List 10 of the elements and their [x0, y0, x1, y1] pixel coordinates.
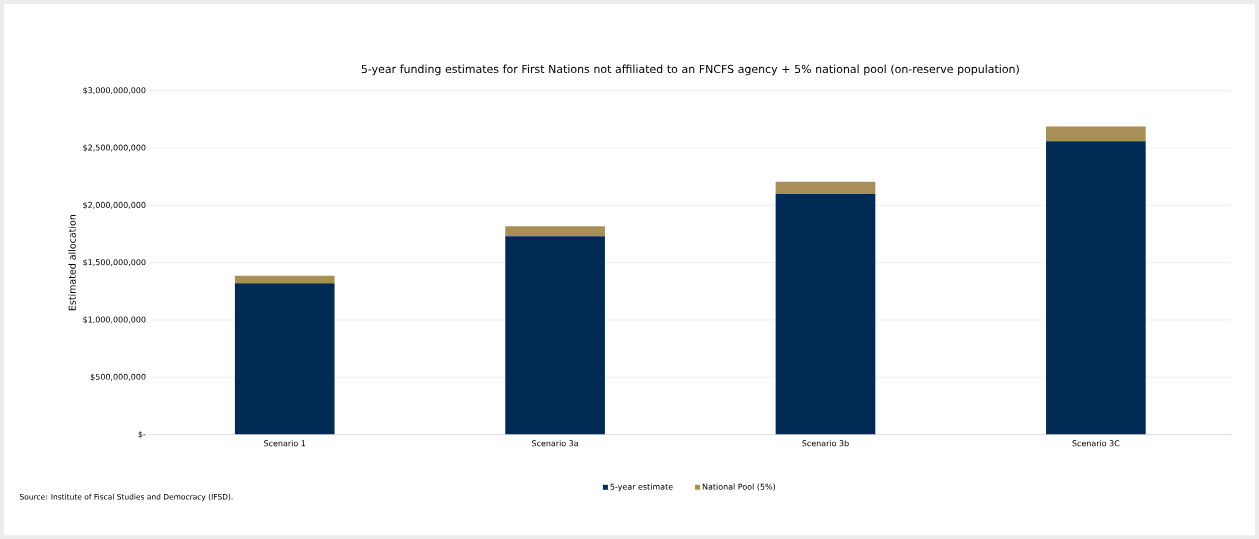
bar: [505, 226, 605, 237]
bar: [1046, 141, 1146, 435]
bar: [234, 275, 335, 284]
y-axis-title: Estimated allocation: [68, 214, 76, 311]
bar: [1046, 126, 1146, 142]
bar: [775, 181, 876, 194]
bar: [505, 236, 605, 435]
bar: [775, 193, 876, 435]
chart-title: 5-year funding estimates for First Nations not affiliated to an FNCFS agency + 5% national pool (on-reserve population): [361, 64, 1019, 76]
bar: [234, 283, 335, 435]
